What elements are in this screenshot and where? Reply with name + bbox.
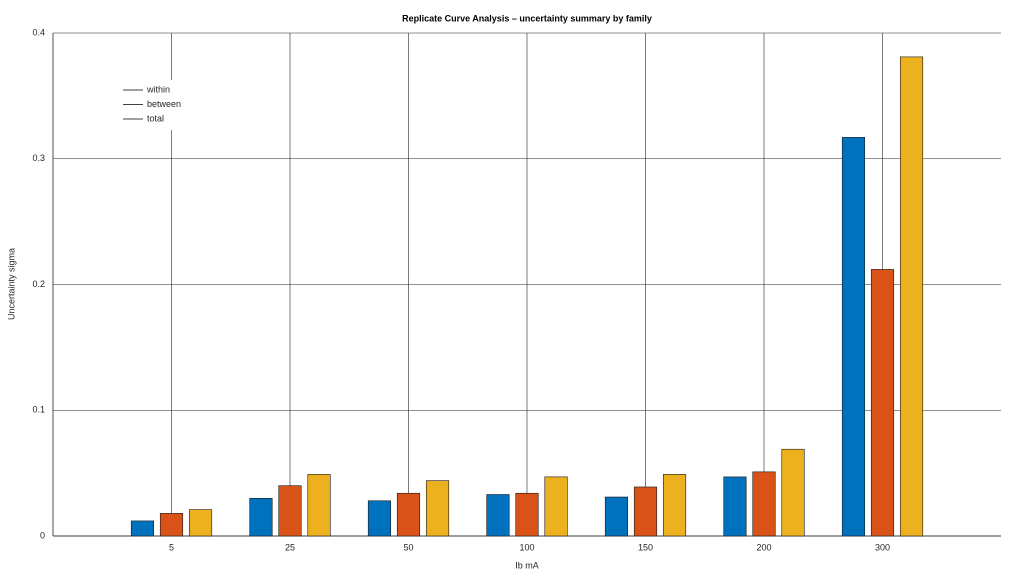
bar [633,486,658,537]
bar [307,474,331,537]
x-tick-label: 25 [285,542,295,552]
x-tick-label: 300 [875,542,890,552]
bar [425,480,450,537]
x-tick-label: 200 [756,542,771,552]
bar [870,269,895,537]
bar [396,492,421,537]
x-tick-label: 5 [169,542,174,552]
chart-title: Replicate Curve Analysis – uncertainty s… [402,13,652,23]
x-tick-label: 150 [638,542,653,552]
bar [249,497,273,537]
bar [486,494,510,537]
bar [723,476,747,537]
bar [841,137,866,537]
y-tick-label: 0.1 [32,405,45,415]
bar [130,520,155,537]
bar [752,471,776,537]
y-tick-label: 0.4 [32,27,45,37]
legend-box [115,80,181,130]
bar [781,448,805,537]
legend-label: total [147,113,164,123]
bar [544,476,568,537]
y-tick-label: 0.2 [32,279,45,289]
bar [515,492,539,537]
bar [278,485,302,537]
y-tick-label: 0.3 [32,153,45,163]
x-tick-label: 100 [519,542,534,552]
legend-label: between [147,99,181,109]
x-axis-label: Ib mA [515,560,539,570]
bar [662,474,687,537]
bar [188,509,213,537]
x-tick-label: 50 [403,542,413,552]
bar [367,500,392,537]
bar [899,56,924,537]
y-axis-label: Uncertainty sigma [6,248,16,320]
y-tick-label: 0 [40,530,45,540]
legend-label: within [146,84,170,94]
bar [604,496,629,537]
bar [159,513,184,537]
